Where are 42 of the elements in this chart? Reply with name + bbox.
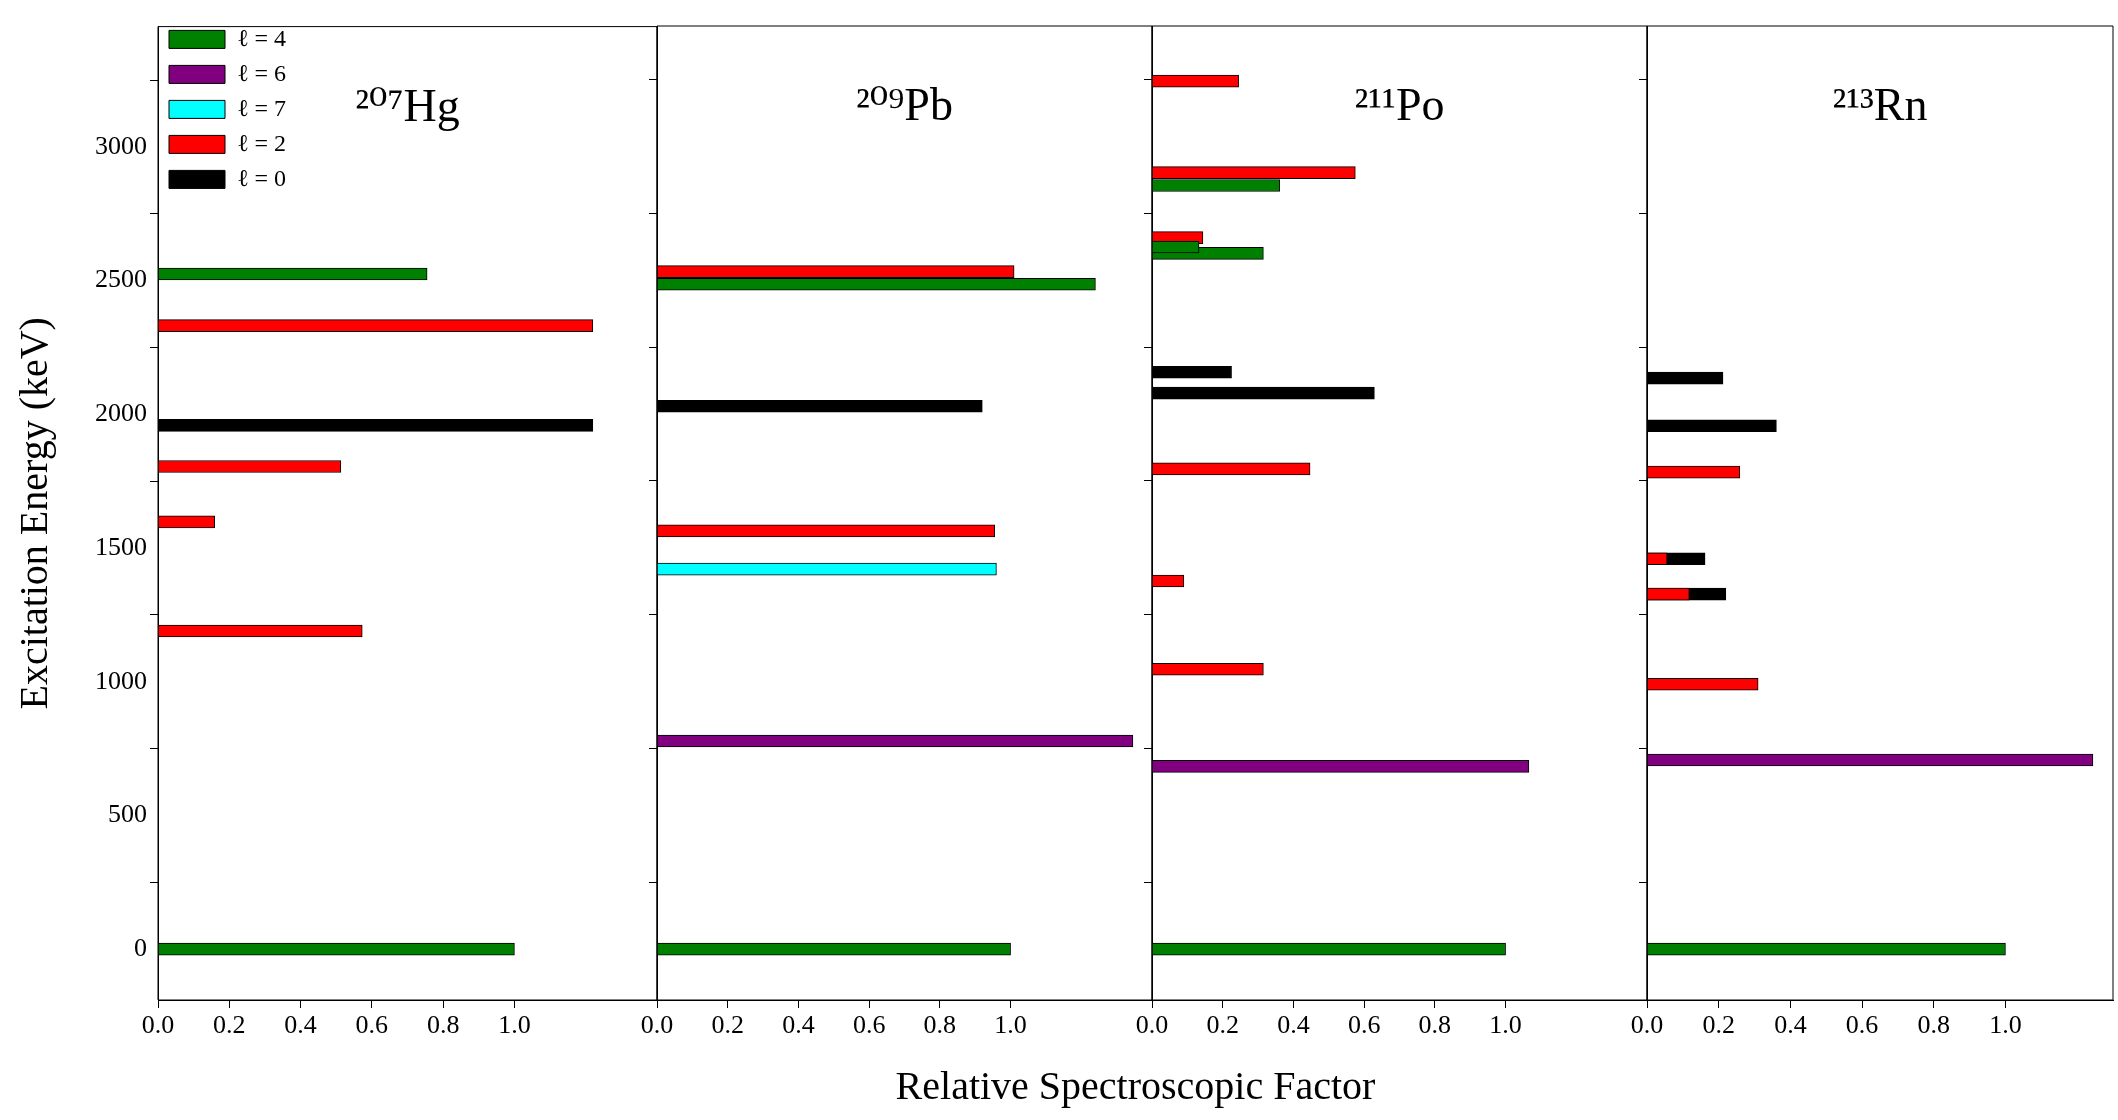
x-tick-label: 1.0	[1489, 1010, 1522, 1040]
x-tick-label: 0.6	[355, 1010, 389, 1040]
text: ²¹¹Po	[1354, 79, 1445, 131]
x-tick-label: 0.0	[640, 1010, 674, 1040]
x-tick-label: 0.2	[1702, 1010, 1735, 1040]
x-tick-label: 0.6	[1347, 1010, 1381, 1040]
x-tick-label: 0.0	[1135, 1010, 1169, 1040]
x-tick-label: 0.2	[213, 1010, 246, 1040]
x-tick-label: 0.0	[141, 1010, 175, 1040]
legend-label: ℓ = 2	[237, 129, 287, 156]
x-tick-label: 0.6	[852, 1010, 886, 1040]
y-tick-label: 1500	[95, 531, 147, 561]
x-tick-label: 0.2	[711, 1010, 744, 1040]
x-tick-label: 0.2	[1206, 1010, 1239, 1040]
x-tick-label: 1.0	[498, 1010, 531, 1040]
legend-label: ℓ = 6	[237, 59, 287, 86]
y-tick-label: 1000	[95, 665, 147, 695]
x-tick-label: 0.8	[923, 1010, 957, 1040]
x-tick-label: 0.8	[426, 1010, 460, 1040]
x-tick-label: 0.4	[284, 1010, 317, 1040]
x-tick-label: 0.8	[1418, 1010, 1452, 1040]
x-tick-label: 1.0	[1989, 1010, 2022, 1040]
text: ²¹³Rn	[1832, 79, 1928, 131]
y-tick-label: 2000	[95, 398, 147, 428]
text: ²⁰⁷Hg	[355, 79, 460, 131]
y-tick-label: 500	[108, 799, 147, 829]
x-tick-label: 0.0	[1630, 1010, 1664, 1040]
legend-label: ℓ = 0	[237, 164, 287, 191]
x-tick-label: 0.8	[1917, 1010, 1951, 1040]
x-tick-label: 0.4	[782, 1010, 815, 1040]
legend-label: ℓ = 7	[237, 94, 287, 121]
x-tick-label: 0.4	[1277, 1010, 1310, 1040]
x-tick-label: 0.4	[1774, 1010, 1807, 1040]
y-tick-label: 0	[134, 933, 147, 963]
text: ²⁰⁹Pb	[856, 79, 953, 131]
x-axis-title: Relative Spectroscopic Factor	[894, 1062, 1377, 1109]
y-tick-label: 2500	[95, 264, 147, 294]
y-axis-title: Excitation Energy (keV)	[10, 317, 56, 710]
legend-label: ℓ = 4	[237, 24, 287, 51]
x-tick-label: 0.6	[1845, 1010, 1879, 1040]
y-tick-label: 3000	[95, 130, 147, 160]
x-tick-label: 1.0	[994, 1010, 1027, 1040]
